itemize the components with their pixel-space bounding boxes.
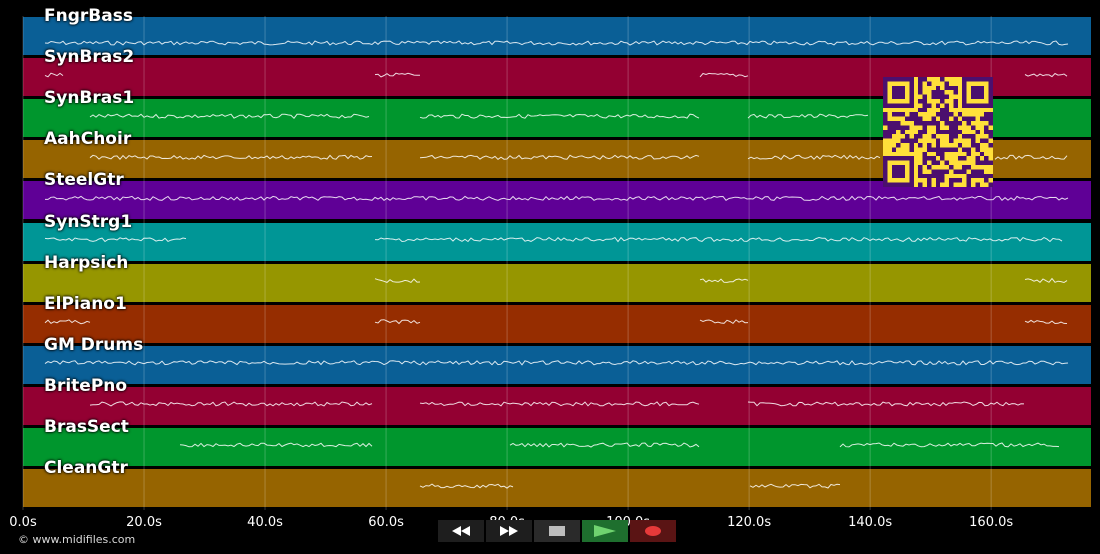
track-name: SynStrg1: [44, 211, 133, 232]
note-trace: [699, 72, 749, 78]
time-tick-label: 140.0s: [848, 515, 893, 530]
play-icon: [594, 525, 616, 537]
note-trace: [374, 319, 421, 325]
note-trace: [747, 113, 869, 119]
note-trace: [1024, 277, 1068, 284]
note-trace: [994, 154, 1068, 160]
record-icon: [645, 526, 661, 536]
track-name: Harpsich: [44, 252, 129, 273]
track-lane: [23, 16, 1091, 56]
qr-code: [883, 77, 993, 187]
track-lane: [23, 385, 1091, 426]
track-name: CleanGtr: [44, 458, 128, 479]
note-trace: [419, 113, 700, 119]
note-trace: [44, 360, 1069, 366]
note-trace: [839, 442, 1060, 448]
time-tick-label: 120.0s: [727, 515, 772, 530]
stop-button[interactable]: [534, 520, 580, 542]
track-lane: [23, 303, 1091, 344]
note-trace: [1024, 72, 1068, 78]
note-trace: [749, 483, 841, 489]
note-trace: [44, 40, 1069, 46]
note-trace: [1024, 319, 1068, 325]
time-tick-label: 0.0s: [9, 515, 37, 530]
fast-forward-icon: [500, 526, 518, 536]
note-trace: [45, 195, 1069, 202]
note-trace: [509, 442, 700, 448]
time-tick-label: 40.0s: [247, 515, 283, 530]
track-name: SynBras2: [44, 47, 135, 68]
track-name: SynBras1: [44, 88, 135, 109]
note-trace: [44, 319, 91, 325]
track-lane: [23, 468, 1091, 509]
note-trace: [747, 401, 1025, 407]
rewind-icon: [452, 526, 470, 536]
stop-icon: [549, 526, 565, 536]
track-lane: [23, 427, 1091, 467]
time-tick-label: 160.0s: [969, 515, 1014, 530]
track-name: GM Drums: [44, 334, 144, 355]
track-name: AahChoir: [44, 129, 132, 150]
note-trace: [699, 319, 749, 325]
track-name: BrasSect: [44, 417, 129, 437]
note-trace: [179, 442, 373, 448]
track-name: SteelGtr: [44, 170, 124, 191]
note-trace: [374, 278, 421, 284]
track-name: BritePno: [44, 375, 128, 396]
copyright-credit: © www.midifiles.com: [18, 533, 136, 546]
note-trace: [89, 154, 373, 160]
note-trace: [747, 154, 881, 160]
note-trace: [44, 72, 64, 78]
record-button[interactable]: [630, 520, 676, 542]
note-trace: [419, 483, 514, 489]
note-trace: [89, 113, 370, 119]
fast-forward-button[interactable]: [486, 520, 532, 542]
note-trace: [419, 154, 700, 160]
note-trace: [419, 401, 700, 407]
track-lane: [23, 262, 1091, 303]
note-trace: [374, 72, 420, 78]
time-tick-label: 20.0s: [126, 515, 162, 530]
track-name: FngrBass: [44, 6, 133, 26]
note-trace: [44, 237, 187, 243]
rewind-button[interactable]: [438, 520, 484, 542]
track-name: ElPiano1: [44, 293, 127, 314]
note-trace: [374, 236, 1063, 243]
transport-controls: [438, 520, 676, 542]
track-lane: [23, 180, 1091, 221]
note-trace: [89, 401, 373, 407]
play-button[interactable]: [582, 520, 628, 542]
time-tick-label: 60.0s: [368, 515, 404, 530]
note-trace: [699, 278, 749, 283]
